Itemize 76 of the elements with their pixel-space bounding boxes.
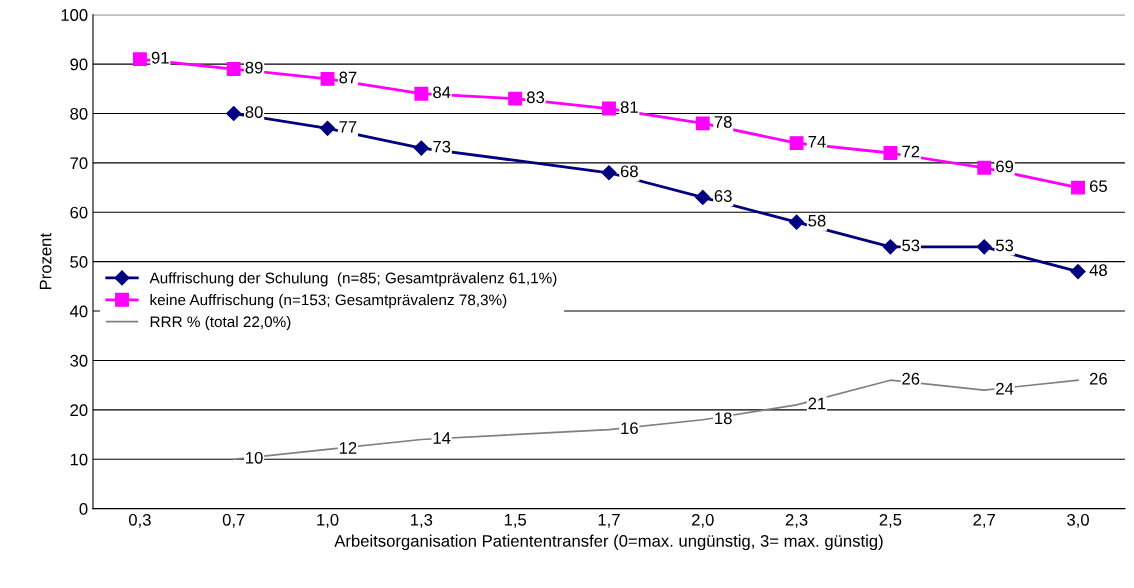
data-label: 53 [995,239,1014,252]
data-label: 21 [808,397,826,410]
data-label: 53 [902,239,920,252]
point [1071,180,1085,195]
y-tick-label: 80 [70,107,88,120]
x-tick-label: 2,7 [973,513,995,528]
x-axis-title: Arbeitsorganisation Patiententransfer (0=max. ungünstig, 3= max. günstig) [334,534,883,551]
x-tick-label: 2,5 [879,513,902,528]
data-label: 16 [621,422,638,435]
data-label: 87 [339,71,357,84]
y-tick-label: 50 [70,256,88,268]
data-label: 68 [620,165,638,178]
data-label: 26 [1089,372,1107,385]
data-label: 12 [339,442,357,454]
point [226,62,241,76]
data-label: 83 [526,91,545,104]
point [789,214,805,230]
y-tick-label: 60 [70,206,88,219]
data-label: 89 [245,61,263,74]
point [695,189,711,206]
legend-label: keine Auffrischung (n=153; Gesamtprävalenz 78,3%) [150,294,507,309]
data-label: 77 [339,121,357,133]
point [320,71,335,86]
y-tick-label: 100 [61,9,88,21]
point [1070,263,1086,280]
x-tick-label: 2,0 [692,513,714,528]
point [601,165,617,181]
x-tick-label: 0,3 [128,513,151,528]
point [695,116,710,131]
data-label: 73 [433,140,451,153]
x-tick-label: 1,0 [317,513,339,528]
y-tick-label: 90 [70,58,88,71]
x-tick-label: 2,3 [785,513,808,528]
data-label: 80 [245,106,263,118]
x-tick-label: 3,0 [1067,513,1089,528]
point [132,52,147,67]
data-label: 81 [620,101,638,114]
data-label: 48 [1089,264,1107,277]
point [883,146,898,160]
x-tick-label: 1,7 [598,514,620,528]
x-tick-label: 0,7 [222,513,245,528]
point [226,105,242,122]
legend-label: RRR % (total 22,0%) [150,315,291,331]
y-tick-label: 20 [70,404,88,417]
data-label: 63 [714,190,732,202]
data-label: 58 [808,214,826,227]
point [508,91,523,106]
data-label: 26 [902,372,920,385]
data-label: 72 [902,145,920,158]
data-label: 65 [1089,180,1107,193]
data-label: 84 [433,86,451,99]
data-label: 14 [433,432,451,444]
point [602,101,616,116]
point [882,239,898,255]
x-tick-label: 1,5 [504,514,527,528]
data-label: 69 [996,160,1014,173]
data-label: 74 [808,135,826,148]
y-tick-label: 10 [70,453,88,466]
data-label: 91 [151,51,169,64]
point [976,239,992,255]
point [977,160,992,175]
x-tick-label: 1,3 [411,513,433,528]
legend-label: Auffrischung der Schulung (n=85; Gesamtprävalenz 61,1%) [149,272,557,287]
point [413,140,429,156]
y-tick-label: 0 [79,503,88,515]
data-label: 18 [715,412,732,425]
data-label: 24 [996,382,1014,395]
y-axis-title: Prozent [39,233,52,290]
data-label: 78 [714,116,732,128]
data-label: 10 [246,451,263,464]
point [414,86,429,101]
y-tick-label: 40 [69,305,88,318]
y-tick-label: 70 [70,157,88,170]
point [789,136,804,151]
point [319,120,336,136]
y-tick-label: 30 [70,354,88,367]
